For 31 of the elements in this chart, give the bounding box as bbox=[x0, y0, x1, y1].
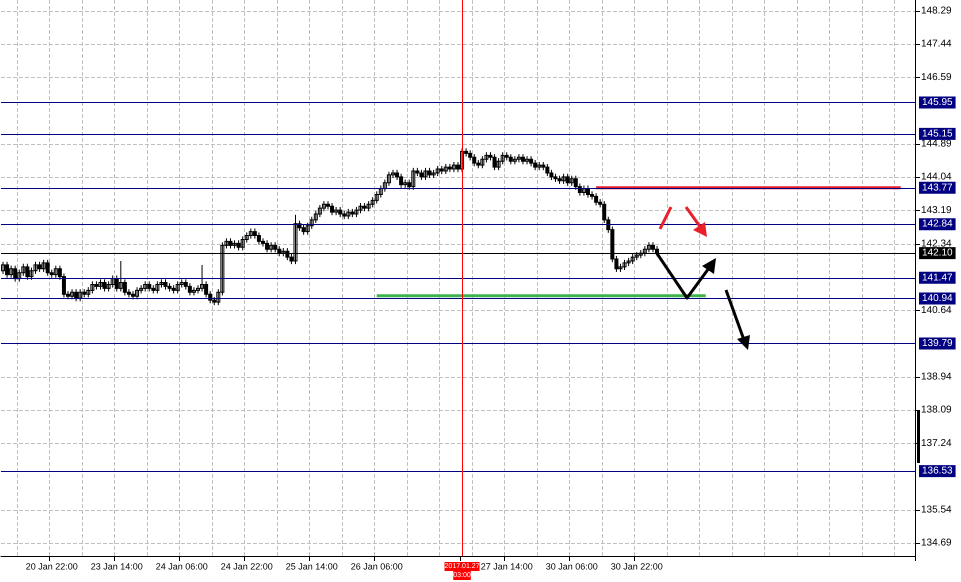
ref-line-label: 141.47 bbox=[922, 272, 954, 284]
x-tick-label: 30 Jan 22:00 bbox=[610, 562, 663, 572]
x-tick-label: 24 Jan 06:00 bbox=[156, 562, 208, 572]
y-tick-label: 138.94 bbox=[921, 371, 952, 382]
ref-line-label: 145.95 bbox=[922, 97, 954, 108]
y-tick-label: 143.19 bbox=[921, 205, 952, 216]
y-tick-label: 146.59 bbox=[921, 72, 952, 83]
y-tick-label: 147.44 bbox=[921, 38, 952, 50]
ref-line-label: 142.84 bbox=[922, 218, 954, 230]
y-tick-label: 144.89 bbox=[921, 138, 952, 150]
ref-line-label: 142.10 bbox=[922, 248, 954, 259]
ref-line-label: 145.15 bbox=[922, 128, 954, 140]
x-tick-label: 30 Jan 06:00 bbox=[546, 562, 598, 572]
x-tick-label: 23 Jan 14:00 bbox=[90, 562, 143, 572]
y-tick-label: 134.69 bbox=[921, 538, 952, 549]
ref-line-label: 136.53 bbox=[922, 466, 954, 477]
x-tick-label: 27 Jan 14:00 bbox=[480, 562, 533, 572]
ref-line-label: 143.77 bbox=[922, 182, 954, 194]
ref-line-label: 140.94 bbox=[922, 293, 954, 304]
x-tick-label: 25 Jan 14:00 bbox=[286, 562, 338, 572]
y-tick-label: 135.54 bbox=[921, 504, 952, 516]
ref-line-label: 139.79 bbox=[922, 338, 954, 350]
x-tick-label: 26 Jan 06:00 bbox=[350, 562, 403, 572]
y-tick-label: 138.09 bbox=[921, 404, 952, 416]
y-tick-label: 137.24 bbox=[921, 438, 952, 449]
y-tick-label: 142.34 bbox=[921, 238, 952, 250]
y-tick-label: 148.29 bbox=[921, 5, 952, 16]
x-tick-label: 20 Jan 22:00 bbox=[26, 562, 78, 572]
y-tick-label: 144.04 bbox=[921, 172, 952, 183]
x-tick-label: 24 Jan 22:00 bbox=[220, 562, 273, 572]
y-tick-label: 140.64 bbox=[921, 304, 952, 316]
